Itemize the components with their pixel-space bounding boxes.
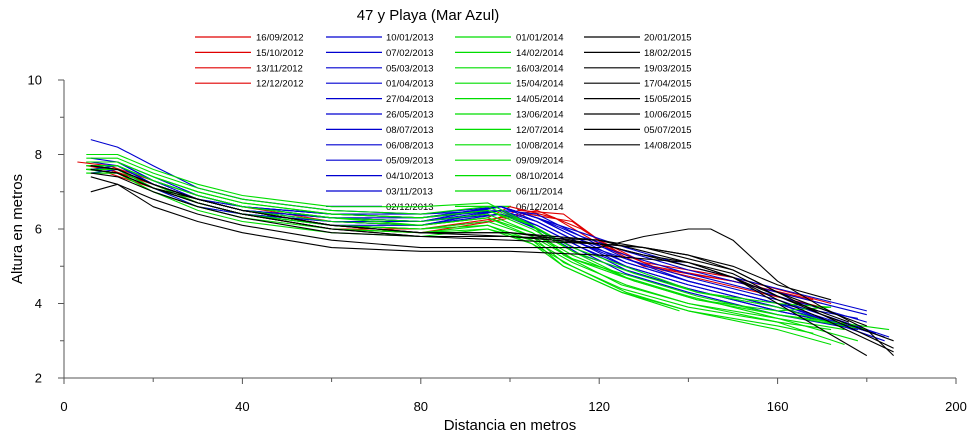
legend-label: 08/10/2014	[516, 171, 564, 182]
x-tick-label: 120	[588, 399, 610, 414]
legend-label: 04/10/2013	[386, 171, 434, 182]
series-line-22	[86, 168, 832, 346]
legend-label: 12/12/2012	[256, 79, 304, 90]
legend-label: 08/07/2013	[386, 125, 434, 136]
legend-label: 02/12/2013	[386, 202, 434, 213]
legend-label: 15/10/2012	[256, 48, 304, 59]
legend-label: 15/05/2015	[644, 94, 692, 105]
legend-label: 16/03/2014	[516, 63, 564, 74]
y-tick-label: 8	[35, 147, 42, 162]
legend-label: 07/02/2013	[386, 48, 434, 59]
legend-label: 10/01/2013	[386, 33, 434, 44]
legend-label: 14/05/2014	[516, 94, 564, 105]
legend-label: 27/04/2013	[386, 94, 434, 105]
y-axis-title: Altura en metros	[9, 174, 26, 284]
legend-label: 05/03/2013	[386, 63, 434, 74]
series-line-27	[86, 157, 832, 308]
x-axis-title: Distancia en metros	[444, 417, 577, 434]
legend-label: 01/04/2013	[386, 79, 434, 90]
legend-label: 13/06/2014	[516, 110, 564, 121]
legend-label: 03/11/2013	[386, 187, 433, 198]
legend-label: 16/09/2012	[256, 33, 304, 44]
axes: 0 40 80 120 160 200 2 4 6 8 10	[28, 73, 967, 415]
legend-label: 26/05/2013	[386, 110, 434, 121]
series-line-4	[90, 139, 890, 338]
legend-label: 12/07/2014	[516, 125, 564, 136]
x-tick-label: 0	[60, 399, 67, 414]
y-tick-label: 6	[35, 222, 42, 237]
legend-label: 05/07/2015	[644, 125, 692, 136]
legend-label: 10/08/2014	[516, 140, 564, 151]
series-line-18	[86, 172, 814, 334]
legend-label: 06/12/2014	[516, 202, 564, 213]
series-line-12	[90, 161, 867, 316]
series-line-29	[90, 183, 868, 357]
legend-label: 19/03/2015	[644, 63, 692, 74]
legend: 16/09/2012 15/10/2012 13/11/2012 12/12/2012…	[195, 33, 692, 213]
legend-label: 14/08/2015	[644, 140, 692, 151]
legend-label: 17/04/2015	[644, 79, 692, 90]
x-tick-label: 160	[767, 399, 789, 414]
legend-label: 05/09/2013	[386, 156, 434, 167]
series-line-35	[90, 165, 832, 301]
legend-label: 01/01/2014	[516, 33, 564, 44]
x-tick-label: 80	[414, 399, 428, 414]
legend-label: 15/04/2014	[516, 79, 564, 90]
y-tick-label: 10	[28, 73, 42, 88]
y-tick-label: 4	[35, 296, 42, 311]
x-tick-label: 200	[945, 399, 967, 414]
legend-label: 06/11/2014	[516, 187, 563, 198]
series-line-26	[86, 165, 890, 331]
series-line-21	[86, 172, 845, 346]
legend-label: 14/02/2014	[516, 48, 564, 59]
series-layer	[77, 139, 894, 357]
series-line-8	[90, 157, 867, 323]
x-tick-label: 40	[235, 399, 249, 414]
legend-label: 09/09/2014	[516, 156, 564, 167]
legend-label: 13/11/2012	[256, 63, 303, 74]
series-line-25	[86, 161, 841, 327]
legend-label: 06/08/2013	[386, 140, 434, 151]
legend-label: 20/01/2015	[644, 33, 692, 44]
series-line-34	[90, 168, 867, 327]
chart-title: 47 y Playa (Mar Azul)	[357, 7, 500, 24]
series-line-17	[86, 168, 832, 331]
legend-label: 10/06/2015	[644, 110, 692, 121]
series-line-10	[90, 165, 859, 319]
legend-label: 18/02/2015	[644, 48, 692, 59]
series-line-28	[90, 176, 894, 356]
y-tick-label: 2	[35, 371, 42, 386]
